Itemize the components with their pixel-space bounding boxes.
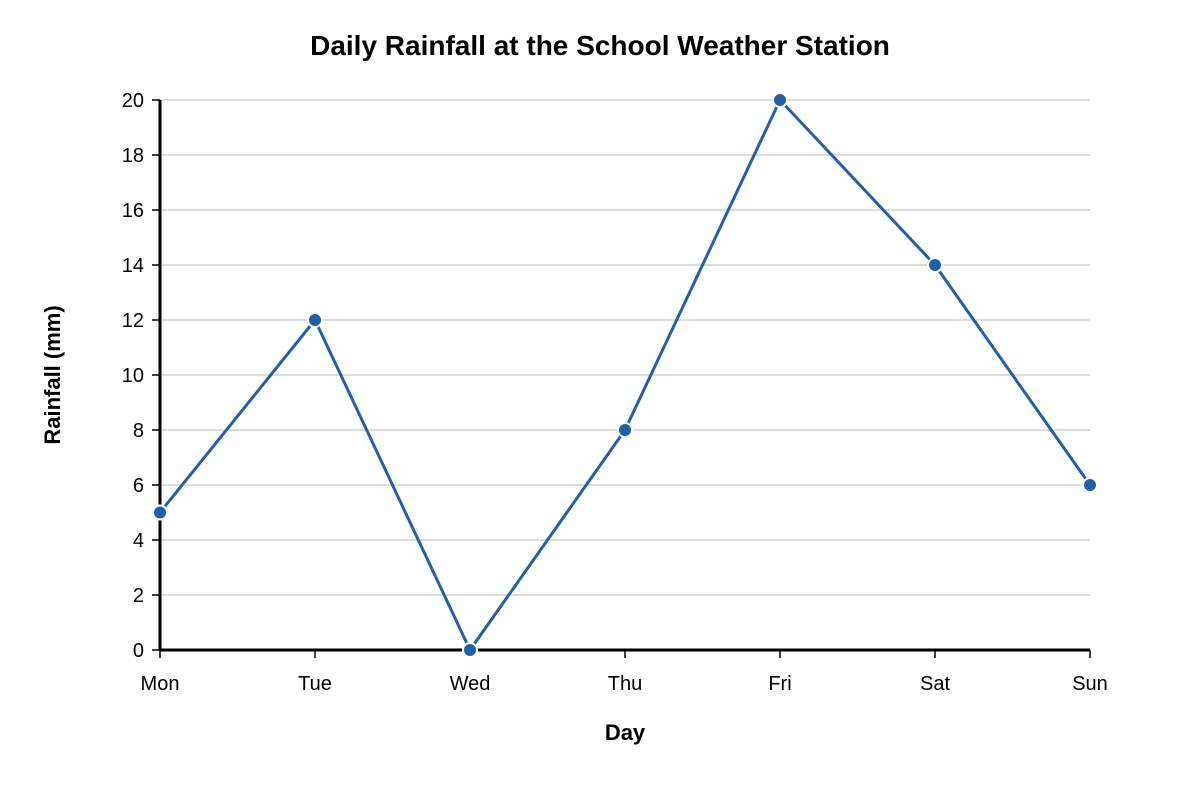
- y-tick-label: 12: [122, 310, 144, 332]
- data-point: [927, 257, 943, 273]
- y-tick-label: 2: [133, 585, 144, 607]
- series: [152, 92, 1098, 658]
- x-axis-title: Day: [605, 720, 646, 745]
- data-point: [1082, 477, 1098, 493]
- x-tick-label: Sun: [1072, 673, 1108, 695]
- y-tick-label: 20: [122, 90, 144, 112]
- y-ticks: 0 2 4 6 8 10 12 14 16 18 20: [122, 90, 160, 662]
- gridlines: [160, 99, 1090, 596]
- data-point: [462, 642, 478, 658]
- y-tick-label: 14: [122, 255, 144, 277]
- x-tick-label: Fri: [768, 673, 791, 695]
- x-tick-label: Tue: [298, 673, 332, 695]
- x-tick-label: Thu: [608, 673, 642, 695]
- data-point: [152, 504, 168, 521]
- y-tick-label: 16: [122, 200, 144, 222]
- data-point: [307, 312, 323, 328]
- y-tick-label: 4: [133, 530, 144, 552]
- data-point: [617, 422, 633, 438]
- y-tick-label: 0: [133, 640, 144, 662]
- x-ticks: Mon Tue Wed Thu Fri Sat Sun: [141, 650, 1108, 695]
- chart-title: Daily Rainfall at the School Weather Sta…: [310, 30, 890, 61]
- y-axis-title: Rainfall (mm): [40, 305, 65, 444]
- x-tick-label: Mon: [141, 673, 180, 695]
- x-tick-label: Sat: [920, 673, 950, 695]
- x-tick-label: Wed: [450, 673, 491, 695]
- data-point: [772, 92, 788, 108]
- y-tick-label: 6: [133, 475, 144, 497]
- y-tick-label: 8: [133, 420, 144, 442]
- y-tick-label: 18: [122, 145, 144, 167]
- y-tick-label: 10: [122, 365, 144, 387]
